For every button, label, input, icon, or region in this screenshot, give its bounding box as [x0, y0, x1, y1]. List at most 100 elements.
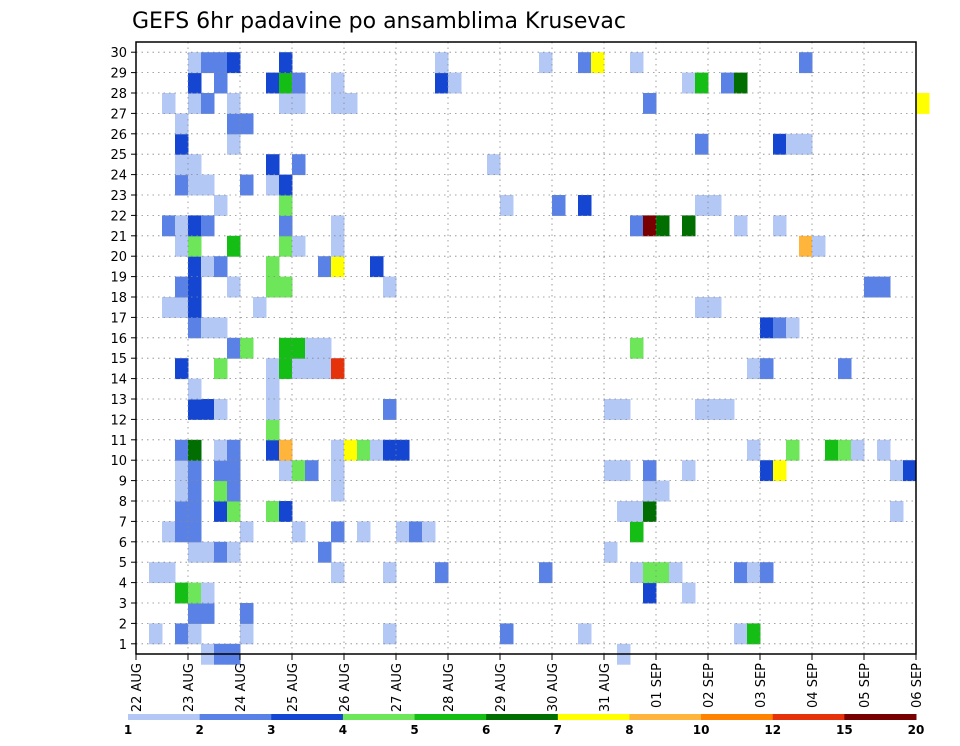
heatmap-cell	[669, 562, 683, 584]
heatmap-cell	[643, 480, 657, 502]
heatmap-cell	[175, 297, 189, 318]
heatmap-cell	[279, 439, 293, 461]
heatmap-cell	[214, 317, 228, 339]
heatmap-cell	[357, 439, 371, 461]
heatmap-cell	[279, 501, 293, 522]
heatmap-cell	[227, 52, 241, 74]
heatmap-cell	[292, 72, 306, 94]
heatmap-cell	[188, 72, 202, 94]
heatmap-cell	[318, 337, 332, 359]
heatmap-cell	[877, 439, 891, 461]
heatmap-cell	[682, 215, 696, 237]
heatmap-cell	[747, 562, 761, 584]
heatmap-cell	[227, 337, 241, 359]
heatmap-cell	[695, 195, 709, 216]
heatmap-cell	[240, 174, 254, 196]
heatmap-cell	[370, 439, 384, 461]
heatmap-cell	[799, 133, 813, 155]
heatmap-cell	[656, 480, 670, 502]
heatmap-cell	[279, 215, 293, 237]
heatmap-cell	[188, 541, 202, 563]
heatmap-cell	[214, 460, 228, 482]
heatmap-cell	[643, 501, 657, 522]
y-tick-label: 2	[119, 617, 127, 632]
heatmap-cell	[266, 419, 280, 441]
heatmap-cell	[786, 439, 800, 461]
heatmap-cell	[201, 215, 215, 237]
heatmap-cell	[188, 276, 202, 298]
heatmap-cell	[201, 93, 215, 114]
heatmap-cell	[266, 501, 280, 522]
heatmap-cell	[227, 501, 241, 522]
heatmap-cell	[331, 235, 345, 257]
x-tick-label: 24 AUG	[234, 663, 249, 712]
heatmap-cell	[357, 521, 371, 543]
heatmap-cell	[214, 52, 228, 74]
x-tick-label: 22 AUG	[130, 663, 145, 712]
heatmap-cell	[279, 276, 293, 298]
chart-title: GEFS 6hr padavine po ansamblima Krusevac	[132, 9, 626, 34]
y-tick-label: 15	[110, 352, 127, 367]
heatmap-cell	[175, 133, 189, 155]
axes: 1234567891011121314151617181920212223242…	[110, 41, 925, 712]
x-tick-label: 25 AUG	[286, 663, 301, 712]
heatmap-cell	[604, 541, 618, 563]
heatmap-cell	[539, 52, 553, 74]
colorbar-swatch	[271, 714, 344, 720]
heatmap-cell	[383, 623, 397, 645]
heatmap-cell	[188, 399, 202, 420]
heatmap-cell	[305, 358, 319, 380]
heatmap-cell	[149, 562, 163, 584]
heatmap-cell	[643, 562, 657, 584]
heatmap-cell	[578, 623, 592, 645]
heatmap-cell	[214, 358, 228, 380]
heatmap-cell	[175, 276, 189, 298]
heatmap-cell	[188, 154, 202, 176]
heatmap-cell	[279, 460, 293, 482]
heatmap-cell	[721, 399, 735, 420]
heatmap-cell	[188, 378, 202, 400]
heatmap-cell	[344, 93, 358, 114]
heatmap-cell	[695, 297, 709, 318]
heatmap-cell	[838, 439, 852, 461]
heatmap-cell	[799, 235, 813, 257]
y-tick-label: 26	[110, 128, 127, 143]
heatmap-cell	[578, 52, 592, 74]
heatmap-cell	[890, 501, 904, 522]
y-tick-label: 5	[119, 556, 127, 571]
heatmap-cell	[214, 439, 228, 461]
heatmap-cell	[149, 623, 163, 645]
heatmap-cell	[188, 480, 202, 502]
heatmap-cell	[292, 93, 306, 114]
heatmap-cell	[188, 317, 202, 339]
heatmap-cell	[708, 399, 722, 420]
heatmap-cell	[383, 439, 397, 461]
heatmap-cell	[747, 358, 761, 380]
colorbar-label: 7	[554, 723, 562, 737]
y-tick-label: 13	[110, 393, 127, 408]
heatmap-cell	[279, 72, 293, 94]
heatmap-cell	[682, 460, 696, 482]
heatmap-cell	[500, 623, 514, 645]
heatmap-cell	[240, 113, 254, 135]
heatmap-cell	[175, 235, 189, 257]
heatmap-cell	[201, 603, 215, 624]
heatmap-cell	[786, 133, 800, 155]
heatmap-cell	[318, 541, 332, 563]
y-tick-label: 30	[110, 46, 127, 61]
heatmap-cell	[279, 93, 293, 114]
y-tick-label: 11	[110, 434, 127, 449]
heatmap-cell	[214, 195, 228, 216]
heatmap-cell	[747, 623, 761, 645]
y-tick-label: 28	[110, 87, 127, 102]
heatmap-cell	[279, 337, 293, 359]
heatmap-cell	[643, 582, 657, 604]
heatmap-cell	[175, 215, 189, 237]
colorbar-swatch	[486, 714, 559, 720]
heatmap-cell	[227, 276, 241, 298]
heatmap-cell	[227, 480, 241, 502]
y-tick-label: 23	[110, 189, 127, 204]
heatmap-cell	[292, 235, 306, 257]
colorbar-swatch	[557, 714, 630, 720]
